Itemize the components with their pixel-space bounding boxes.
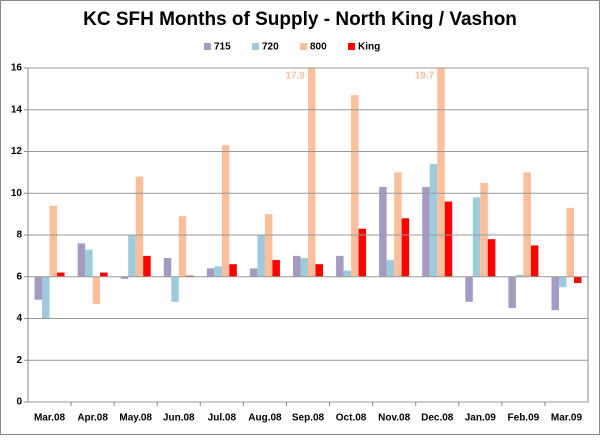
bar bbox=[487, 239, 496, 277]
y-tick-label: 12 bbox=[11, 146, 23, 157]
bar bbox=[358, 228, 367, 277]
legend-label: 720 bbox=[262, 42, 279, 53]
bar bbox=[437, 68, 445, 277]
bar bbox=[558, 276, 567, 288]
y-tick-label: 14 bbox=[11, 104, 23, 115]
bar bbox=[206, 268, 215, 277]
bar bbox=[42, 276, 50, 319]
legend-swatch bbox=[348, 43, 355, 50]
y-tick-label: 6 bbox=[16, 271, 22, 282]
bar bbox=[221, 145, 230, 277]
bar bbox=[272, 260, 280, 277]
bar bbox=[143, 255, 151, 277]
bar bbox=[465, 276, 473, 302]
bar bbox=[573, 276, 582, 284]
x-tick-label: Apr.08 bbox=[77, 413, 108, 424]
bar bbox=[480, 182, 488, 277]
bar bbox=[551, 276, 559, 311]
bar bbox=[472, 197, 481, 277]
bar bbox=[444, 201, 453, 277]
bar bbox=[422, 186, 430, 277]
y-tick-label: 2 bbox=[16, 355, 22, 366]
bar bbox=[214, 266, 222, 277]
bar bbox=[186, 275, 194, 277]
y-tick-label: 16 bbox=[11, 63, 23, 74]
bar bbox=[530, 245, 539, 277]
bar bbox=[379, 186, 387, 277]
bar bbox=[249, 268, 258, 277]
x-tick-label: Sep.08 bbox=[292, 413, 325, 424]
x-tick-label: Mar.08 bbox=[34, 413, 66, 424]
data-label: 17.9 bbox=[286, 71, 306, 82]
bar bbox=[178, 216, 187, 277]
bar bbox=[163, 257, 172, 277]
y-tick-label: 0 bbox=[16, 397, 22, 408]
bar bbox=[85, 249, 93, 277]
bar bbox=[336, 255, 344, 277]
y-tick-label: 4 bbox=[16, 313, 22, 324]
bar bbox=[566, 207, 574, 277]
bar bbox=[300, 257, 308, 277]
bar bbox=[49, 205, 58, 277]
legend-label: King bbox=[358, 42, 380, 53]
x-tick-label: Feb.09 bbox=[508, 413, 540, 424]
legend-label: 800 bbox=[310, 42, 327, 53]
bar bbox=[264, 214, 273, 277]
x-tick-label: Nov.08 bbox=[378, 413, 410, 424]
chart-title: KC SFH Months of Supply - North King / V… bbox=[83, 9, 517, 30]
y-tick-label: 10 bbox=[11, 188, 23, 199]
bar bbox=[293, 255, 301, 277]
bar bbox=[57, 272, 65, 277]
legend-swatch bbox=[300, 43, 307, 50]
x-tick-label: Aug.08 bbox=[248, 413, 282, 424]
bar bbox=[401, 218, 410, 277]
bar bbox=[34, 276, 43, 300]
legend-swatch bbox=[204, 43, 211, 50]
x-tick-label: Oct.08 bbox=[336, 413, 367, 424]
y-tick-label: 8 bbox=[16, 230, 22, 241]
x-tick-label: Dec.08 bbox=[421, 413, 454, 424]
bar bbox=[386, 260, 395, 277]
bar bbox=[100, 272, 108, 277]
bar bbox=[135, 176, 144, 277]
bar bbox=[315, 264, 323, 277]
x-tick-label: Jan.09 bbox=[465, 413, 497, 424]
bar bbox=[92, 276, 101, 304]
bar bbox=[257, 235, 265, 277]
bar bbox=[523, 172, 531, 277]
x-tick-label: Mar.09 bbox=[551, 413, 583, 424]
bar bbox=[120, 276, 129, 279]
legend-label: 715 bbox=[214, 42, 231, 53]
legend-swatch bbox=[252, 43, 259, 50]
x-tick-label: Jul.08 bbox=[208, 413, 237, 424]
bar bbox=[508, 276, 516, 309]
x-tick-label: Jun.08 bbox=[163, 413, 195, 424]
bar bbox=[394, 172, 402, 277]
bar bbox=[351, 95, 359, 277]
bar bbox=[343, 270, 352, 277]
data-label: 19.7 bbox=[415, 71, 435, 82]
bar bbox=[429, 164, 438, 277]
bar bbox=[229, 264, 237, 277]
bar bbox=[515, 274, 524, 277]
bar bbox=[128, 235, 136, 277]
x-tick-label: May.08 bbox=[119, 413, 152, 424]
bar bbox=[308, 68, 316, 277]
bars bbox=[34, 68, 582, 319]
bar bbox=[171, 276, 179, 302]
bar bbox=[77, 243, 86, 277]
